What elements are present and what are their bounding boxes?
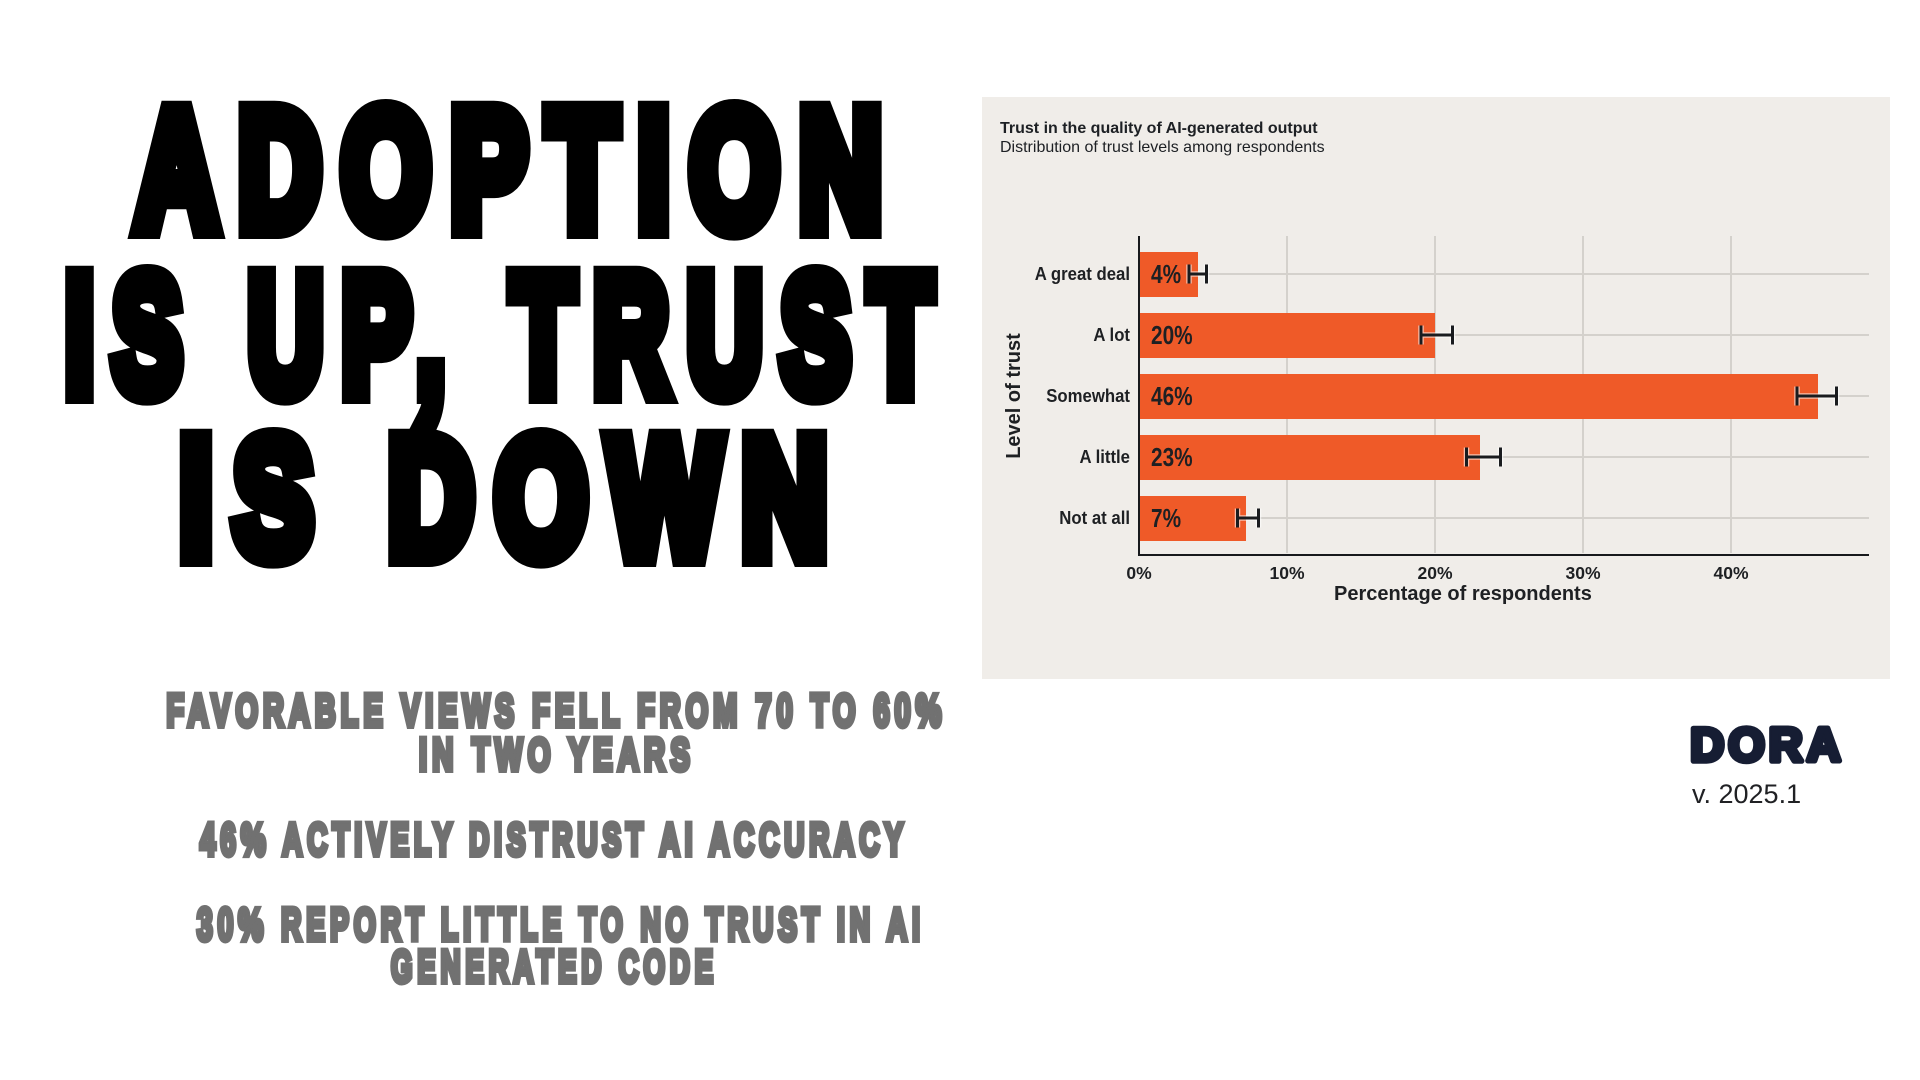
svg-text:30% REPORT LITTLE TO NO TRUST: 30% REPORT LITTLE TO NO TRUST IN AI	[197, 899, 925, 950]
svg-text:ADOPTION: ADOPTION	[135, 75, 902, 264]
svg-text:FAVORABLE VIEWS FELL FROM 70 T: FAVORABLE VIEWS FELL FROM 70 TO 60%	[167, 685, 947, 736]
svg-text:IN TWO YEARS: IN TWO YEARS	[419, 729, 695, 780]
svg-text:DORA: DORA	[1690, 718, 1844, 771]
svg-text:IS UP, TRUST: IS UP, TRUST	[65, 240, 951, 429]
svg-text:IS DOWN: IS DOWN	[180, 403, 849, 592]
svg-text:46% ACTIVELY DISTRUST AI ACCUR: 46% ACTIVELY DISTRUST AI ACCURACY	[200, 814, 908, 865]
svg-text:GENERATED CODE: GENERATED CODE	[391, 941, 718, 992]
